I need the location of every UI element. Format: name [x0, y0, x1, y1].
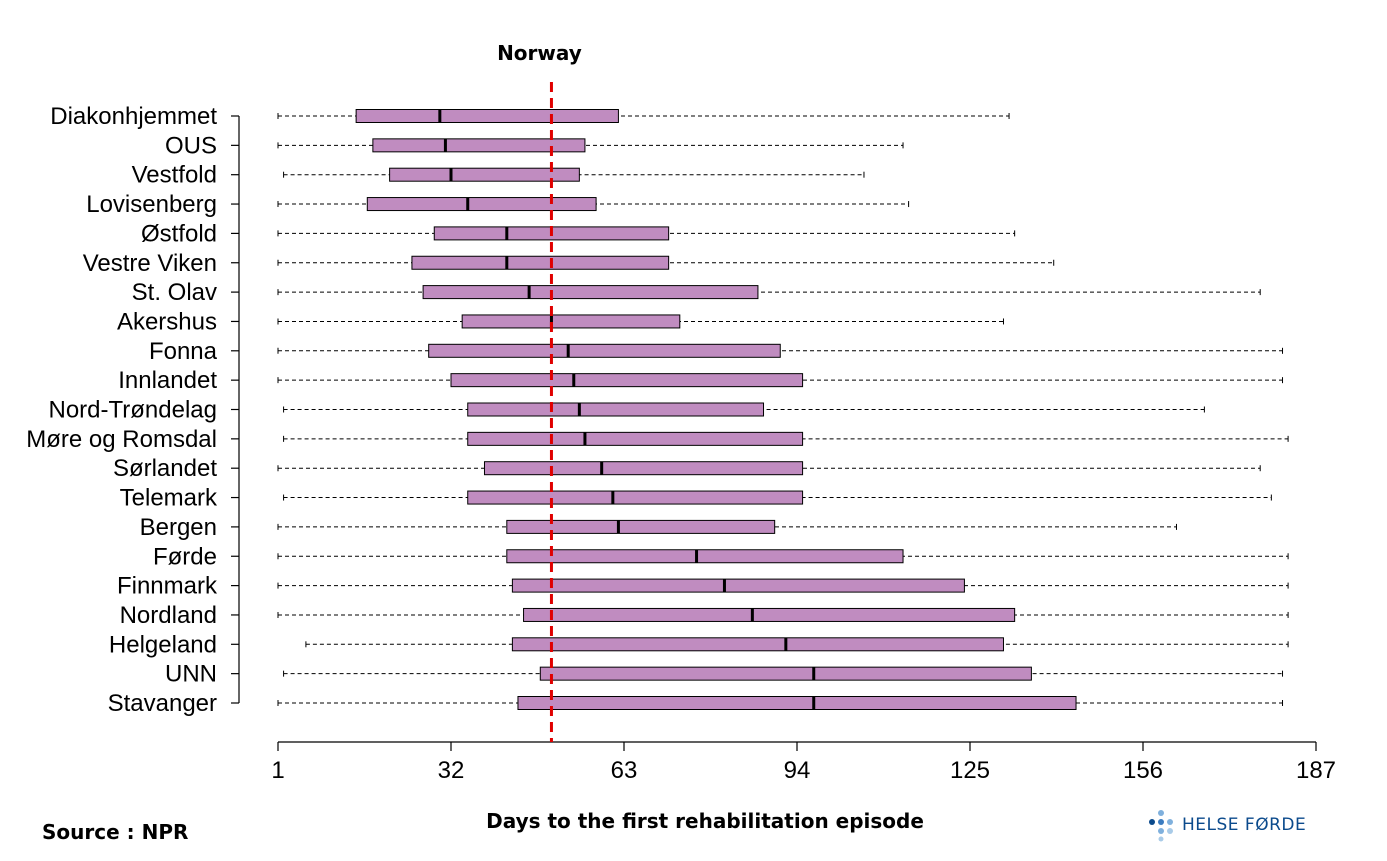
iqr-box — [511, 637, 1004, 652]
iqr-box — [428, 343, 781, 358]
category-label: Lovisenberg — [86, 191, 217, 218]
iqr-box — [467, 490, 804, 505]
category-label: Nordland — [120, 602, 217, 629]
iqr-box — [450, 373, 804, 388]
x-tick-label: 1 — [271, 757, 284, 784]
category-label: Møre og Romsdal — [26, 426, 217, 453]
iqr-box — [483, 461, 804, 476]
category-label: Innlandet — [118, 367, 217, 394]
category-label: Sørlandet — [113, 455, 217, 482]
category-label: Finnmark — [117, 573, 218, 600]
source-note: Source : NPR — [42, 820, 189, 844]
iqr-box — [467, 402, 765, 417]
iqr-box — [355, 109, 619, 123]
iqr-box — [467, 431, 804, 446]
box-row — [277, 138, 904, 153]
box-row — [277, 343, 1284, 358]
box-row — [277, 373, 1284, 388]
iqr-box — [422, 285, 759, 300]
box-row — [277, 519, 1177, 534]
category-label: Helgeland — [109, 631, 217, 658]
x-axis: 1 32 63 94 125 156 187 — [271, 741, 1336, 784]
category-label: OUS — [165, 132, 217, 159]
category-label: Akershus — [117, 308, 217, 335]
box-row — [305, 637, 1289, 652]
category-label: Førde — [153, 543, 217, 570]
box-row — [277, 285, 1261, 300]
iqr-box — [366, 197, 597, 212]
category-label: Vestfold — [132, 162, 217, 189]
box-row — [277, 549, 1289, 564]
x-tick-label: 187 — [1296, 757, 1336, 784]
helse-forde-logo: HELSE FØRDE — [1146, 808, 1306, 842]
x-axis-title: Days to the first rehabilitation episode — [486, 809, 924, 833]
logo-dots-icon — [1149, 810, 1173, 842]
category-label: UNN — [165, 661, 217, 688]
box-rows — [277, 109, 1289, 710]
box-row — [277, 255, 1055, 270]
box-row — [277, 197, 910, 212]
box-row — [283, 402, 1205, 417]
box-row — [277, 109, 1010, 123]
box-row — [277, 314, 1004, 329]
box-row — [283, 490, 1272, 505]
category-label: Nord-Trøndelag — [48, 397, 217, 424]
iqr-box — [411, 255, 670, 270]
box-row — [277, 226, 1016, 241]
box-row — [277, 607, 1289, 622]
iqr-box — [461, 314, 681, 329]
category-label: Fonna — [149, 338, 218, 365]
box-row — [283, 431, 1289, 446]
category-label: Vestre Viken — [83, 250, 217, 277]
category-label: Diakonhjemmet — [50, 103, 217, 130]
iqr-box — [506, 549, 904, 564]
category-label: Telemark — [120, 485, 218, 512]
x-tick-label: 63 — [611, 757, 638, 784]
reference-label: Norway — [497, 41, 582, 65]
category-label: Østfold — [141, 220, 217, 247]
box-row — [277, 578, 1289, 593]
iqr-box — [539, 666, 1032, 681]
box-row — [283, 666, 1284, 681]
iqr-box — [506, 519, 776, 534]
box-row — [283, 167, 865, 182]
logo-text: HELSE FØRDE — [1182, 815, 1307, 835]
x-tick-label: 94 — [784, 757, 811, 784]
category-label: Stavanger — [108, 690, 217, 717]
iqr-box — [523, 607, 1016, 622]
x-tick-label: 125 — [950, 757, 990, 784]
iqr-box — [389, 167, 580, 182]
x-tick-label: 32 — [438, 757, 465, 784]
box-row — [277, 461, 1261, 476]
category-label: St. Olav — [132, 279, 217, 306]
x-tick-label: 156 — [1123, 757, 1163, 784]
iqr-box — [517, 696, 1077, 710]
iqr-box — [372, 138, 586, 153]
iqr-box — [511, 578, 965, 593]
box-row — [277, 696, 1284, 710]
category-label: Bergen — [140, 514, 217, 541]
